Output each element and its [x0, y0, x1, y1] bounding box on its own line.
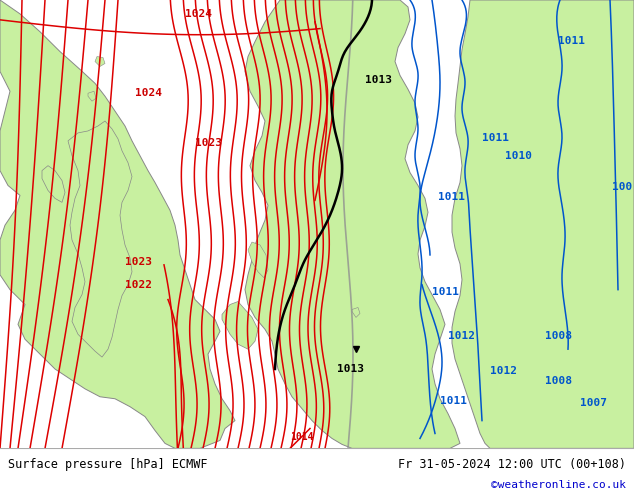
- Text: 1007: 1007: [580, 398, 607, 408]
- Text: 100: 100: [612, 182, 632, 193]
- Text: 1011: 1011: [432, 287, 459, 296]
- Text: 1023: 1023: [125, 257, 152, 267]
- Polygon shape: [95, 56, 105, 67]
- Text: 1011: 1011: [558, 36, 585, 46]
- Text: 1014: 1014: [290, 432, 313, 442]
- Text: 1024: 1024: [135, 88, 162, 98]
- Polygon shape: [248, 242, 268, 278]
- Text: 1011: 1011: [482, 133, 509, 143]
- Polygon shape: [222, 301, 258, 349]
- Text: ©weatheronline.co.uk: ©weatheronline.co.uk: [491, 480, 626, 490]
- Text: 1013: 1013: [337, 364, 363, 374]
- Polygon shape: [245, 0, 460, 448]
- Text: 1024: 1024: [185, 9, 212, 19]
- Polygon shape: [0, 0, 235, 448]
- Text: 1012: 1012: [448, 331, 475, 341]
- Polygon shape: [42, 166, 65, 202]
- Text: 1010: 1010: [505, 151, 532, 161]
- Polygon shape: [452, 0, 634, 448]
- Text: Surface pressure [hPa] ECMWF: Surface pressure [hPa] ECMWF: [8, 458, 207, 471]
- Polygon shape: [68, 121, 132, 357]
- Text: 1022: 1022: [125, 280, 152, 290]
- Text: Fr 31-05-2024 12:00 UTC (00+108): Fr 31-05-2024 12:00 UTC (00+108): [398, 458, 626, 471]
- Text: 1008: 1008: [545, 376, 572, 386]
- Text: 1013: 1013: [365, 75, 392, 85]
- Text: 1011: 1011: [440, 396, 467, 406]
- Polygon shape: [88, 91, 96, 101]
- Text: 1012: 1012: [490, 366, 517, 376]
- Polygon shape: [352, 308, 360, 318]
- Text: 1011: 1011: [438, 193, 465, 202]
- Text: 1023: 1023: [195, 138, 222, 148]
- Text: 1008: 1008: [545, 331, 572, 341]
